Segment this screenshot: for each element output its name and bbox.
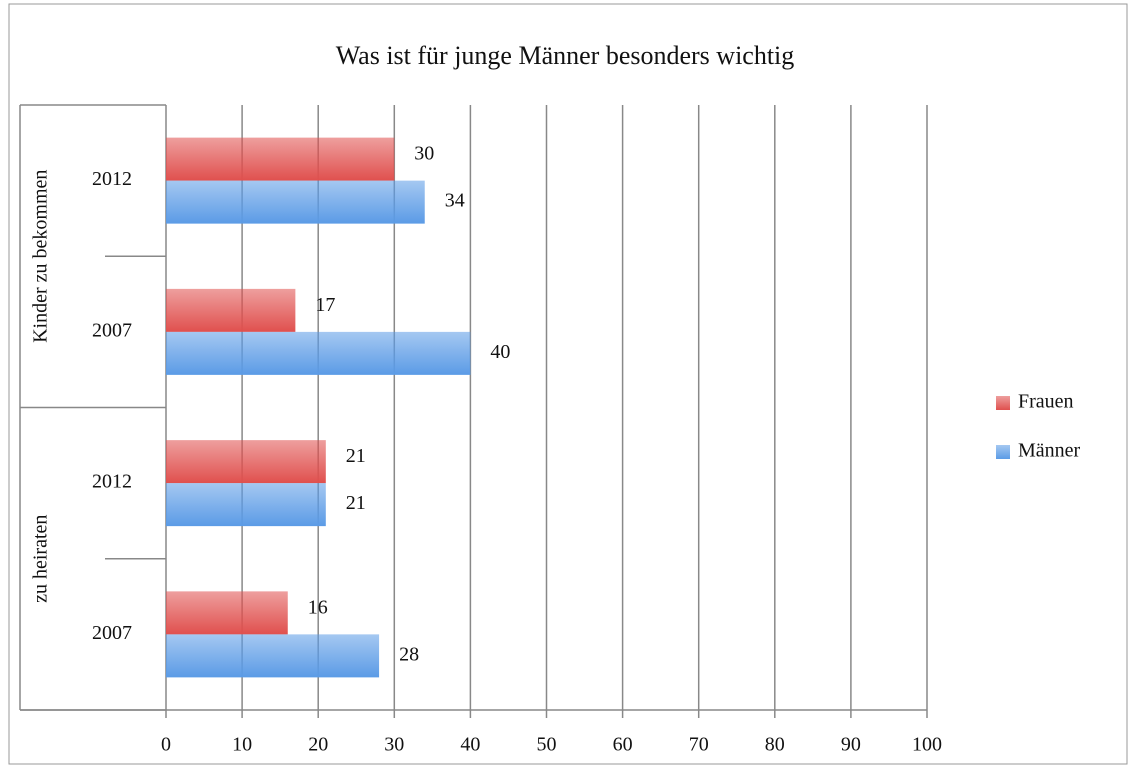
bar <box>166 483 326 527</box>
x-tick-label: 0 <box>161 734 171 756</box>
x-tick-label: 40 <box>460 734 480 756</box>
group-label: zu heiraten <box>30 515 52 603</box>
bar <box>166 180 425 224</box>
x-tick-label: 20 <box>308 734 328 756</box>
bar <box>166 591 288 635</box>
x-tick-label: 70 <box>689 734 709 756</box>
legend-swatch <box>996 396 1010 410</box>
x-tick-label: 100 <box>912 734 942 756</box>
data-label: 21 <box>346 445 366 467</box>
x-tick-label: 30 <box>384 734 404 756</box>
chart-title: Was ist für junge Männer besonders wicht… <box>336 41 795 70</box>
x-tick-label: 80 <box>765 734 785 756</box>
bar <box>166 634 380 678</box>
data-label: 34 <box>445 190 465 212</box>
y-tick-label: 2007 <box>92 622 132 644</box>
y-tick-label: 2012 <box>92 471 132 493</box>
bar <box>166 288 296 332</box>
data-label: 21 <box>346 492 366 514</box>
data-label: 16 <box>308 596 328 618</box>
group-label: Kinder zu bekommen <box>30 170 52 343</box>
bar <box>166 331 471 375</box>
y-tick-label: 2007 <box>92 319 132 341</box>
legend-label: Männer <box>1018 440 1081 462</box>
data-label: 40 <box>490 341 510 363</box>
data-label: 17 <box>315 294 335 316</box>
x-tick-label: 10 <box>232 734 252 756</box>
x-tick-label: 60 <box>613 734 633 756</box>
x-tick-label: 90 <box>841 734 861 756</box>
x-tick-label: 50 <box>537 734 557 756</box>
legend-swatch <box>996 445 1010 459</box>
legend-label: Frauen <box>1018 391 1074 413</box>
data-label: 28 <box>399 643 419 665</box>
bar <box>166 440 326 484</box>
bar <box>166 137 395 181</box>
y-tick-label: 2012 <box>92 168 132 190</box>
data-label: 30 <box>414 143 434 165</box>
